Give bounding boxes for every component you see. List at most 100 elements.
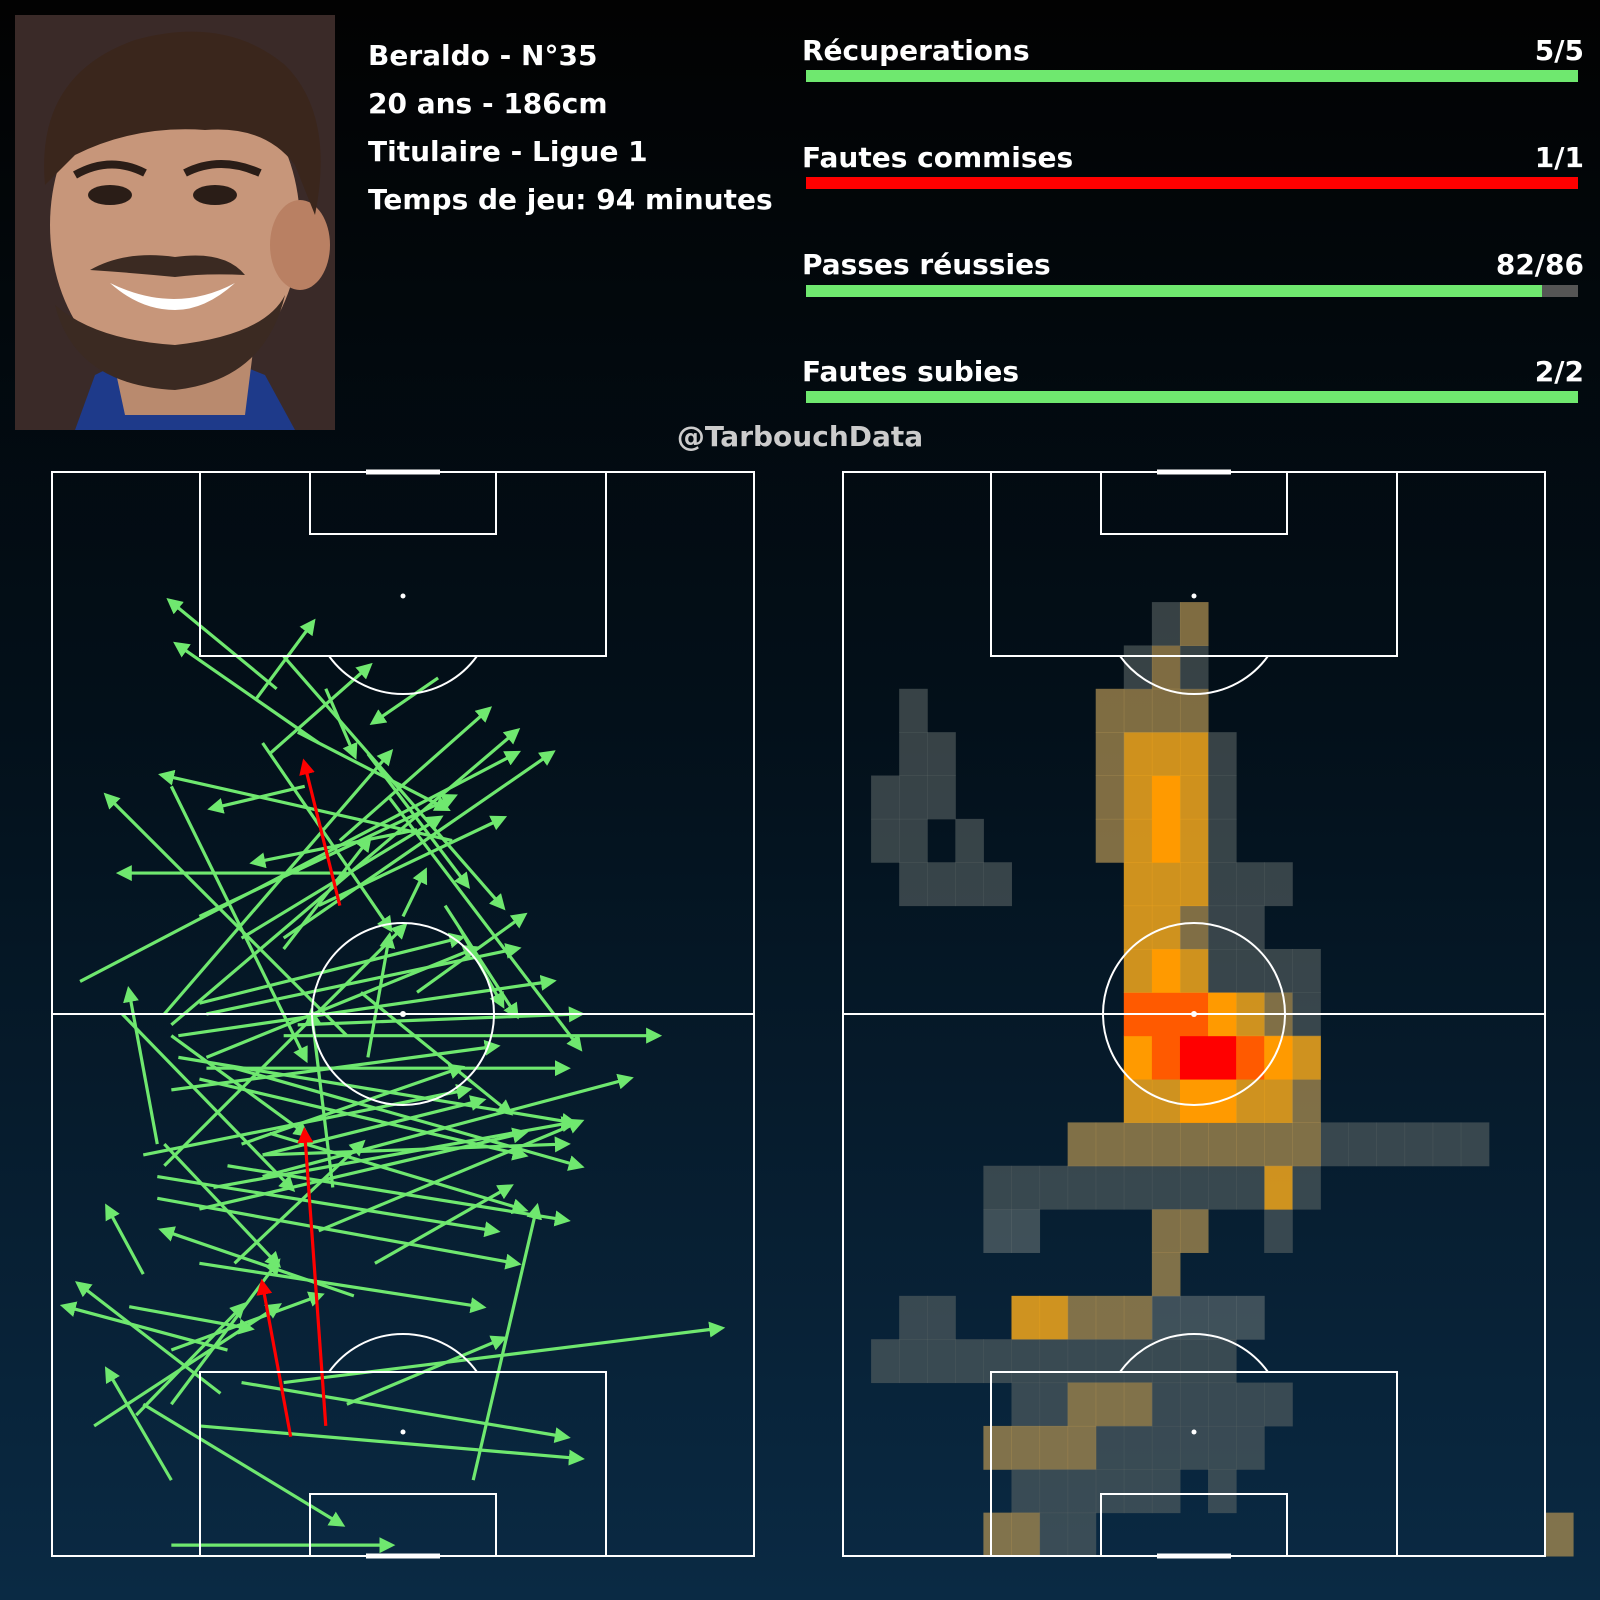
- heatmap-cell: [927, 1339, 956, 1384]
- pass-success: [234, 1066, 585, 1171]
- pass-success: [157, 1196, 522, 1270]
- pass-success: [369, 676, 440, 725]
- pass-success: [169, 785, 308, 1064]
- penalty-arc-bottom: [328, 1332, 478, 1373]
- pass-success: [297, 1006, 585, 1027]
- pass-success: [213, 1116, 578, 1190]
- heatmap-cell: [1236, 1122, 1265, 1167]
- player-playing-time: Temps de jeu: 94 minutes: [368, 183, 773, 216]
- pass-success: [123, 986, 159, 1145]
- heatmap-cell: [899, 1295, 928, 1340]
- heatmap-cell: [1123, 1425, 1153, 1470]
- heatmap-cell: [899, 775, 928, 820]
- heatmap-cell: [1151, 1339, 1181, 1384]
- heatmap-cell: [1067, 1469, 1097, 1514]
- pass-success: [79, 750, 521, 983]
- pass-success: [262, 1095, 487, 1157]
- player-photo: [15, 15, 335, 430]
- heatmap-cell: [1151, 862, 1181, 907]
- heatmap-cell: [1123, 732, 1153, 777]
- heatmap-cell: [927, 1295, 956, 1340]
- heatmap-cell: [1095, 1122, 1125, 1167]
- heatmap-cell: [1151, 1469, 1181, 1514]
- pass-failed: [299, 758, 342, 906]
- heatmap-cell: [1067, 1339, 1097, 1384]
- stat-bar-fill: [806, 285, 1543, 297]
- goal-area-top: [1100, 471, 1288, 535]
- heatmap-cell: [955, 862, 984, 907]
- pass-failed: [297, 1126, 328, 1427]
- heatmap-cell: [1208, 1469, 1237, 1514]
- heatmap-cell: [1151, 948, 1181, 993]
- heatmap-cell: [927, 862, 956, 907]
- heatmap-cell: [1011, 1295, 1041, 1340]
- heatmap-cell: [1264, 948, 1293, 993]
- heatmap-cell: [1151, 732, 1181, 777]
- heatmap-cell: [871, 818, 900, 863]
- heatmap-cell: [1208, 1339, 1237, 1384]
- stat-label: Passes réussies: [802, 248, 1051, 281]
- pass-arrows: [59, 598, 726, 1554]
- heatmap-cell: [1208, 732, 1237, 777]
- heatmap-cell: [1039, 1165, 1069, 1210]
- heatmap-cell: [955, 1339, 984, 1384]
- pass-success: [269, 1131, 529, 1215]
- pass-success: [142, 1402, 346, 1527]
- pass-success: [121, 1012, 296, 1193]
- heatmap-cell: [1179, 905, 1209, 950]
- heatmap-cell: [1179, 688, 1209, 733]
- heatmap-cell: [1236, 862, 1265, 907]
- heatmap-cell: [1039, 1469, 1069, 1514]
- stat-value: 2/2: [1534, 355, 1584, 388]
- heatmap-cell: [927, 775, 956, 820]
- pass-success: [254, 618, 316, 701]
- pass-success: [374, 1184, 514, 1265]
- heatmap-cell: [1067, 1512, 1097, 1557]
- goal-area-top: [309, 471, 497, 535]
- pass-success: [199, 932, 466, 1005]
- pass-failed: [256, 1278, 293, 1438]
- heatmap-cell: [1208, 1122, 1237, 1167]
- heatmap-cell: [1095, 732, 1125, 777]
- pass-success: [318, 1118, 585, 1233]
- centre-circle: [1102, 922, 1286, 1106]
- pass-success: [170, 728, 521, 1027]
- pass-success: [128, 1305, 255, 1335]
- heatmap-cell: [1208, 862, 1237, 907]
- heatmap-cell: [1011, 1165, 1041, 1210]
- watermark: @TarbouchData: [676, 420, 924, 453]
- pass-success: [359, 991, 514, 1116]
- pass-success: [105, 1203, 145, 1275]
- heatmap-cell: [1123, 1035, 1153, 1080]
- heatmap-cell: [899, 818, 928, 863]
- heatmap-cell: [1151, 1295, 1181, 1340]
- heatmap-cell: [1236, 1295, 1265, 1340]
- pass-success: [170, 1034, 310, 1138]
- heatmap-cell: [1208, 1382, 1237, 1427]
- heatmap-cell: [1095, 1382, 1125, 1427]
- heatmap-cell: [1264, 1209, 1293, 1253]
- heatmap-cell: [1039, 1512, 1069, 1557]
- heatmap-cell: [1039, 1339, 1069, 1384]
- pass-success: [338, 706, 493, 842]
- centre-circle: [311, 922, 495, 1106]
- heatmap-cell: [1264, 1035, 1293, 1080]
- heatmap-cell: [1123, 862, 1153, 907]
- heatmap-cell: [1067, 1425, 1097, 1470]
- heatmap-cell: [871, 775, 900, 820]
- penalty-area-bottom: [199, 1371, 607, 1557]
- pass-success: [173, 641, 320, 745]
- stat-value: 1/1: [1534, 141, 1584, 174]
- pass-success: [199, 1127, 529, 1211]
- player-name: Beraldo - N°35: [368, 39, 598, 72]
- heatmap-cell: [983, 1339, 1012, 1384]
- centre-spot: [1191, 1011, 1197, 1017]
- heatmap-cell: [1039, 1295, 1069, 1340]
- penalty-spot-bottom: [1191, 1429, 1197, 1435]
- heatmap-cell: [1179, 645, 1209, 690]
- heatmap-cell: [1179, 1295, 1209, 1340]
- heatmap-cell: [1067, 1122, 1097, 1167]
- heatmap-cell: [1151, 645, 1181, 690]
- pass-success: [199, 1261, 487, 1314]
- heatmap-cell: [1208, 948, 1237, 993]
